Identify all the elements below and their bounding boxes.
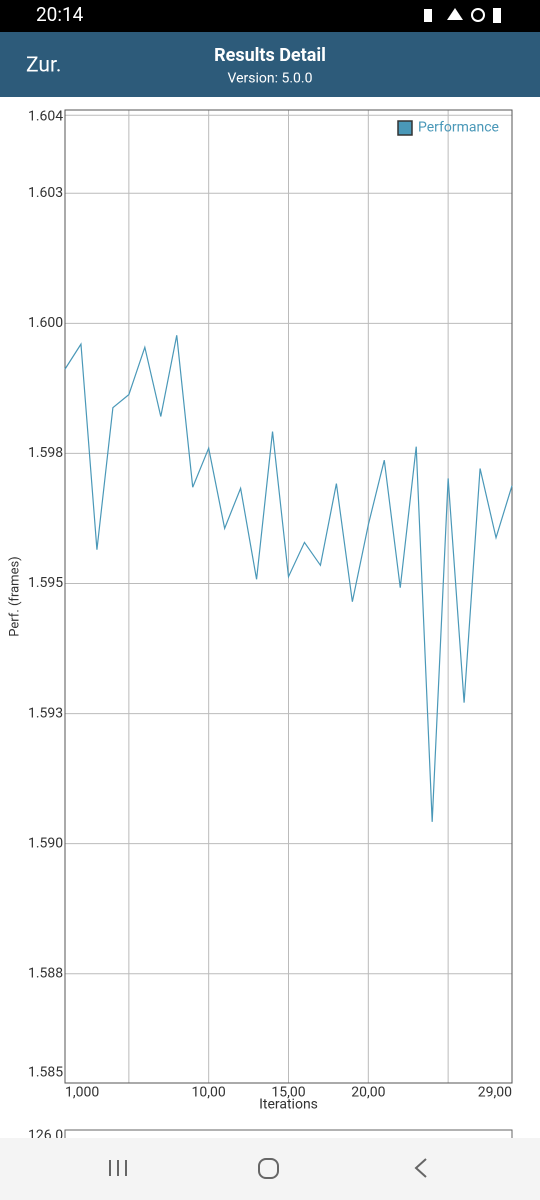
y-tick-label: 1.593 bbox=[28, 705, 63, 721]
legend-swatch bbox=[397, 120, 413, 136]
y-tick-label: 1.595 bbox=[28, 575, 63, 591]
y-tick-label: 1.585 bbox=[28, 1065, 63, 1081]
home-button[interactable] bbox=[258, 1158, 279, 1179]
x-tick-label: 15,00 bbox=[271, 1085, 305, 1101]
x-tick-label: 29,00 bbox=[478, 1085, 512, 1101]
y-tick-label: 1.590 bbox=[28, 835, 63, 851]
x-tick-label: 1,000 bbox=[65, 1085, 99, 1101]
app-bar bbox=[0, 32, 540, 97]
back-nav-button[interactable] bbox=[414, 1158, 427, 1178]
dnd-icon bbox=[471, 8, 485, 22]
nav-buttons bbox=[109, 1158, 427, 1179]
y-tick-label: 1.604 bbox=[28, 109, 63, 125]
clock: 20:14 bbox=[36, 3, 84, 26]
plot-frame bbox=[64, 109, 513, 1084]
legend-label: Performance bbox=[418, 120, 499, 136]
status-icons bbox=[424, 8, 501, 23]
battery-icon bbox=[493, 8, 501, 23]
x-tick-label: 10,00 bbox=[192, 1085, 226, 1101]
back-button[interactable]: Zur. bbox=[26, 54, 61, 78]
mute-icon bbox=[424, 9, 432, 22]
y-tick-label: 1.598 bbox=[28, 445, 63, 461]
data-line bbox=[64, 335, 513, 822]
y-axis-label: Perf. (frames) bbox=[7, 556, 22, 636]
wifi-icon bbox=[447, 8, 463, 20]
y-tick-label: 1.588 bbox=[28, 965, 63, 981]
subtitle: Version: 5.0.0 bbox=[228, 71, 313, 87]
y-tick-label: 1.600 bbox=[28, 315, 63, 331]
y-tick-label: 1.603 bbox=[28, 185, 63, 201]
x-axis-label: Iterations bbox=[259, 1097, 318, 1113]
x-tick-label: 20,00 bbox=[351, 1085, 385, 1101]
nav-bar bbox=[0, 1138, 540, 1200]
title: Results Detail bbox=[214, 45, 326, 66]
recent-button[interactable] bbox=[109, 1160, 127, 1176]
chart: 1.604 1.603 1.600 1.598 1.595 1.593 1.590 1.588… bbox=[7, 109, 513, 1113]
